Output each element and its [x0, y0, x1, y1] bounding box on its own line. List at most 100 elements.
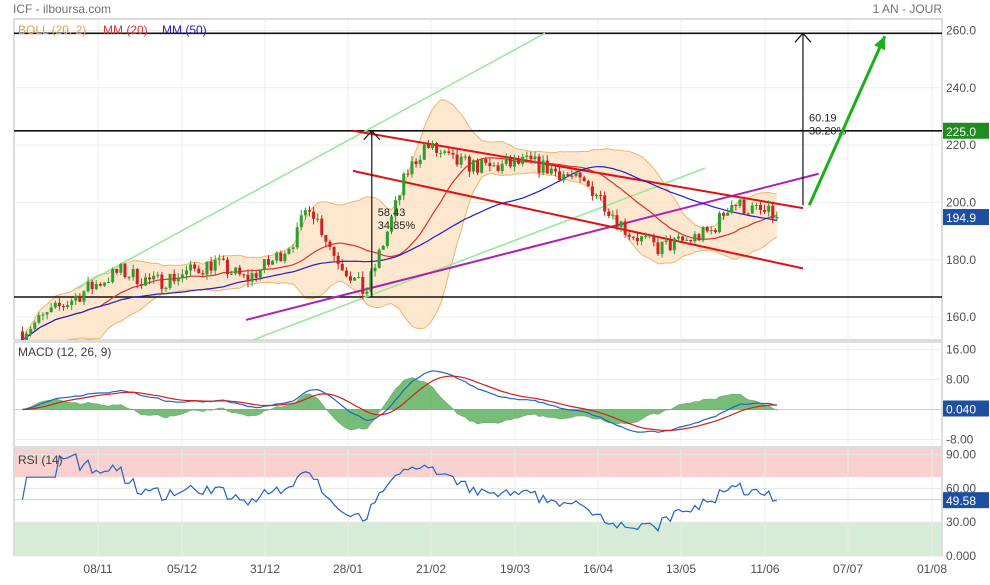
candle-body — [205, 261, 209, 275]
x-tick-label: 19/03 — [500, 562, 530, 576]
candle-body — [537, 156, 541, 173]
candle-body — [377, 249, 381, 268]
candle-body — [558, 171, 562, 181]
candle-body — [385, 231, 389, 246]
candle-body — [402, 173, 406, 196]
red-wedge-lower — [352, 169, 804, 270]
candle-body — [603, 195, 607, 212]
y-tick-label: 16.00 — [946, 343, 976, 357]
candle-body — [98, 283, 102, 286]
candle-body — [467, 156, 471, 172]
candle-body — [488, 162, 492, 167]
candle-body — [566, 174, 570, 176]
green-channel-upper — [75, 32, 546, 290]
candle-body — [590, 186, 594, 196]
candle-body — [607, 211, 611, 217]
measure-1-arrowhead — [363, 129, 381, 141]
candle-body — [262, 259, 266, 270]
candle-body — [172, 273, 176, 282]
candle-body — [271, 260, 275, 265]
candle-body — [512, 159, 516, 167]
candle-body — [82, 291, 86, 302]
y-tick-label: 260.0 — [946, 23, 976, 37]
candle-body — [705, 226, 709, 232]
candle-body — [242, 274, 246, 276]
candle-body — [623, 221, 627, 235]
legend-mm50: MM (50) — [162, 23, 207, 37]
candle-body — [492, 165, 496, 167]
rsi-plot-group — [14, 453, 942, 532]
candle-body — [471, 160, 475, 172]
candle-body — [664, 240, 668, 242]
candle-body — [451, 152, 455, 155]
mm20-line — [22, 157, 778, 340]
measure-2-arrowhead — [794, 32, 812, 43]
candle-body — [225, 259, 229, 275]
macd-line — [22, 370, 778, 433]
candle-body — [254, 273, 258, 278]
candle-body — [611, 215, 615, 217]
candle-body — [742, 199, 746, 214]
macd-plot-group — [14, 370, 942, 433]
candle-body — [439, 152, 443, 154]
candle-body — [332, 247, 336, 256]
candle-body — [156, 274, 160, 276]
candle-body — [381, 245, 385, 250]
candle-body — [164, 287, 168, 289]
bollinger-band-fill — [22, 99, 777, 340]
y-tick-label: 60.00 — [946, 481, 976, 495]
candle-body — [521, 156, 525, 164]
candle-body — [303, 210, 307, 216]
candle-body — [582, 177, 586, 182]
candle-body — [672, 238, 676, 251]
candle-body — [238, 267, 242, 275]
rsi-overbought-zone — [15, 449, 941, 478]
candle-body — [771, 205, 775, 219]
macd-panel — [13, 341, 943, 448]
candle-body — [123, 263, 127, 278]
rsi-value-tag-bg — [943, 492, 989, 509]
candle-body — [74, 295, 78, 301]
candle-body — [410, 161, 414, 175]
candle-body — [78, 295, 82, 302]
candle-body — [525, 155, 529, 157]
candle-body — [295, 227, 299, 248]
candle-body — [90, 281, 94, 290]
candle-body — [53, 302, 57, 308]
macd-value-tag-bg — [943, 400, 989, 417]
candle-body — [176, 277, 180, 282]
x-tick-label: 08/11 — [83, 562, 112, 576]
candle-body — [287, 248, 291, 254]
candle-body — [574, 172, 578, 177]
candle-body — [389, 216, 393, 232]
measure-2-percent: 30.20% — [809, 125, 847, 137]
candle-body — [644, 235, 648, 237]
projection-arrow-head — [874, 36, 886, 51]
candle-body — [484, 159, 488, 163]
measure-2-value: 60.19 — [809, 112, 837, 124]
rsi-value-tag: 49.58 — [946, 494, 976, 508]
candle-body — [213, 259, 217, 271]
y-tick-label: 90.00 — [946, 448, 976, 462]
candle-body — [148, 277, 152, 280]
candle-body — [29, 329, 33, 334]
candle-body — [418, 159, 422, 165]
x-tick-label: 13/05 — [666, 562, 696, 576]
candle-body — [689, 239, 693, 242]
y-tick-label: 180.0 — [946, 253, 976, 267]
candle-body — [369, 271, 373, 292]
candle-body — [348, 276, 352, 281]
candle-body — [447, 151, 451, 153]
candle-body — [394, 200, 398, 217]
candle-body — [508, 158, 512, 167]
y-tick-label: 240.0 — [946, 81, 976, 95]
candle-body — [246, 274, 250, 282]
candle-body — [459, 156, 463, 165]
candle-body — [127, 277, 131, 279]
candle-body — [701, 226, 705, 241]
candle-body — [640, 236, 644, 242]
x-tick-label: 21/02 — [416, 562, 446, 576]
x-tick-label: 11/06 — [750, 562, 779, 576]
